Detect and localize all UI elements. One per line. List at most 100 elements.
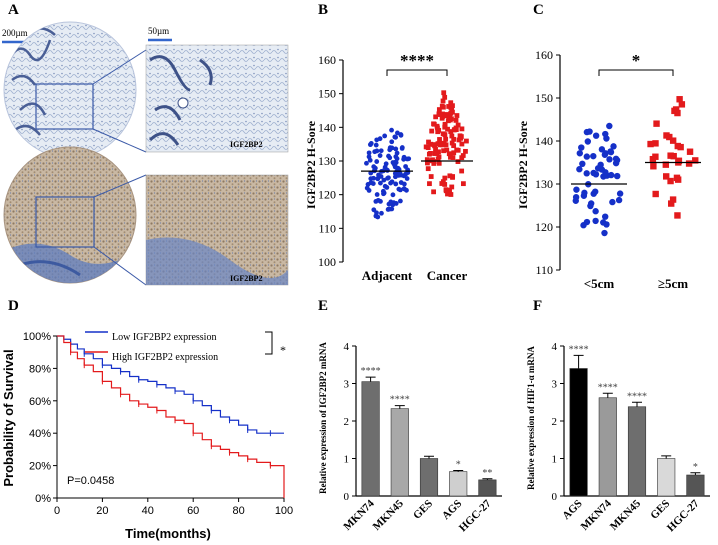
data-point bbox=[572, 193, 580, 201]
data-point bbox=[615, 196, 623, 204]
data-point bbox=[394, 156, 400, 162]
legend-bracket bbox=[265, 331, 273, 355]
x-tick-label: 40 bbox=[142, 505, 154, 517]
data-point bbox=[597, 161, 604, 169]
data-point bbox=[448, 110, 454, 116]
bar bbox=[627, 406, 647, 497]
data-point bbox=[449, 184, 455, 190]
panel-a-figure: 200µm 50µm IGF2BP2 IGF2BP2 bbox=[2, 21, 289, 286]
data-point bbox=[378, 148, 384, 154]
significance-stars: * bbox=[693, 462, 698, 473]
scatter-chart-c: IGF2BP2 H-Sore 110 120 130 140 150 160 <5cm ≥5c… bbox=[516, 48, 701, 291]
data-point bbox=[584, 138, 592, 145]
y-tick-label: 100% bbox=[23, 331, 51, 343]
data-point bbox=[592, 188, 599, 195]
data-point bbox=[445, 126, 450, 132]
data-point bbox=[448, 100, 454, 106]
zoom-region-bottom bbox=[35, 196, 95, 248]
data-point bbox=[376, 172, 381, 178]
panel-c-label: C bbox=[533, 2, 544, 18]
bar bbox=[361, 381, 380, 497]
data-point bbox=[394, 150, 400, 156]
data-point bbox=[672, 106, 680, 113]
data-point bbox=[663, 173, 670, 180]
x-tick-label: GES bbox=[411, 498, 435, 522]
data-point bbox=[443, 188, 449, 194]
data-point bbox=[368, 176, 374, 182]
data-point bbox=[653, 120, 660, 127]
data-point bbox=[592, 208, 599, 215]
panel-d-label: D bbox=[8, 298, 19, 314]
data-point bbox=[366, 188, 372, 193]
data-point bbox=[443, 142, 449, 148]
data-point bbox=[435, 156, 441, 162]
y-tick-label: 110 bbox=[318, 221, 336, 235]
data-point bbox=[652, 153, 659, 160]
data-point bbox=[387, 155, 393, 161]
x-tick-label: HGC-27 bbox=[457, 497, 494, 534]
data-point bbox=[610, 143, 617, 150]
data-point bbox=[463, 148, 468, 154]
data-point bbox=[436, 149, 441, 155]
data-point bbox=[455, 122, 461, 128]
data-point bbox=[433, 146, 438, 152]
data-point bbox=[445, 118, 451, 124]
data-point bbox=[442, 94, 448, 100]
data-point bbox=[445, 191, 450, 197]
y-tick-label: 150 bbox=[535, 91, 553, 105]
data-point bbox=[375, 176, 381, 181]
data-point bbox=[677, 143, 684, 151]
data-point bbox=[373, 213, 379, 219]
data-point bbox=[590, 169, 597, 177]
data-point bbox=[404, 187, 409, 193]
y-tick-label: 4 bbox=[344, 341, 350, 353]
data-point bbox=[374, 148, 380, 154]
stain-label-bottom: IGF2BP2 bbox=[230, 274, 262, 283]
y-tick-label: 3 bbox=[552, 379, 558, 391]
data-point bbox=[401, 173, 407, 179]
y-tick-label: 0 bbox=[552, 491, 558, 503]
y-tick-label: 4 bbox=[552, 341, 558, 353]
bar bbox=[390, 408, 409, 497]
data-point bbox=[652, 140, 659, 147]
data-point bbox=[396, 186, 402, 192]
significance-stars: ** bbox=[482, 468, 492, 479]
survival-curve bbox=[57, 335, 284, 434]
data-point bbox=[453, 117, 459, 123]
significance-stars: * bbox=[632, 51, 641, 70]
stain-label-top: IGF2BP2 bbox=[230, 140, 262, 149]
x-tick-label: 60 bbox=[187, 505, 199, 517]
data-point bbox=[613, 172, 621, 180]
data-point bbox=[460, 181, 466, 187]
data-point bbox=[388, 180, 393, 186]
data-point bbox=[366, 150, 372, 156]
data-point bbox=[587, 200, 595, 207]
y-tick-label: 140 bbox=[535, 134, 553, 148]
y-axis-label: Relative expression of HIF1-α mRNA bbox=[526, 346, 536, 490]
survival-significance: * bbox=[280, 343, 286, 357]
panel-f-label: F bbox=[533, 298, 543, 314]
data-point bbox=[674, 109, 681, 117]
bar-chart-f: Relative expression of HIF1-α mRNA 0 1 2 3 4… bbox=[526, 341, 710, 534]
data-point bbox=[647, 140, 654, 148]
y-axis-label: IGF2BP2 H-Sore bbox=[516, 120, 530, 209]
data-point bbox=[404, 176, 410, 181]
data-point bbox=[392, 174, 398, 180]
data-point bbox=[576, 150, 583, 157]
data-point bbox=[450, 174, 456, 179]
data-point bbox=[431, 121, 436, 127]
data-point bbox=[579, 160, 586, 168]
data-point bbox=[447, 187, 452, 193]
x-tick-label: 0 bbox=[54, 505, 60, 517]
data-point bbox=[390, 192, 396, 198]
x-tick-label: MKN74 bbox=[579, 497, 615, 533]
data-point bbox=[442, 122, 448, 128]
data-point bbox=[692, 157, 699, 164]
data-point bbox=[592, 217, 599, 225]
data-point bbox=[371, 207, 377, 213]
x-tick-label: ≥5cm bbox=[658, 276, 688, 291]
bar bbox=[449, 471, 468, 497]
zoom-region-top bbox=[35, 83, 94, 130]
data-point bbox=[436, 160, 442, 166]
data-point bbox=[448, 192, 454, 197]
